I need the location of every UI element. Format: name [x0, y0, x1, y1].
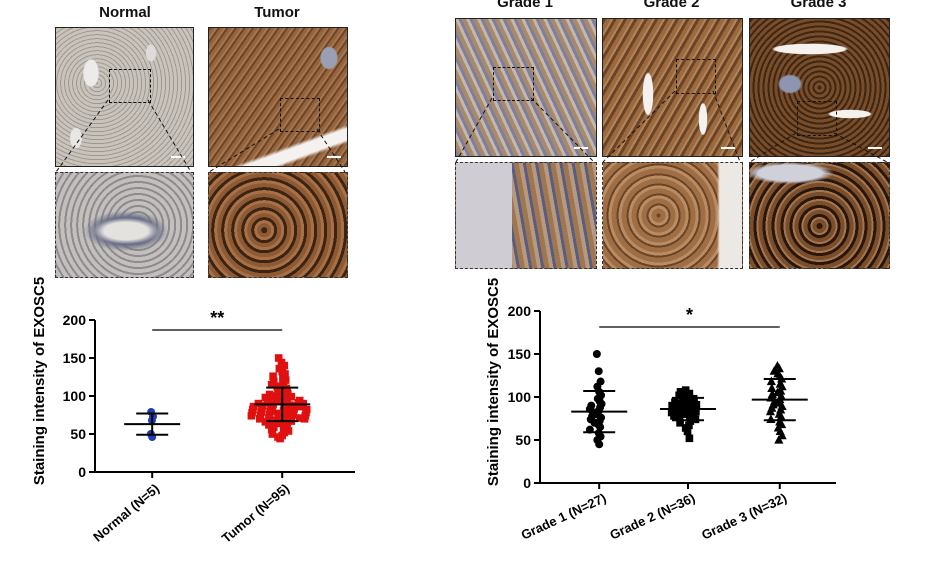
data-point: [256, 415, 264, 423]
data-point: [774, 435, 784, 444]
data-point: [283, 413, 291, 422]
data-point: [274, 354, 283, 362]
y-tick-label: 200: [508, 303, 532, 319]
data-point: [281, 370, 289, 378]
data-point: [594, 367, 603, 376]
scatter-chart-2: 0 50 100 150 200 Staining intensity of EXOSC5…: [485, 278, 836, 543]
grade2-zoom-image: [602, 162, 743, 269]
data-point: [295, 414, 304, 422]
x-tick-label: Grade 2 (N=36): [607, 490, 697, 543]
y-tick-label: 150: [63, 350, 87, 366]
data-point: [280, 361, 289, 370]
data-point: [774, 363, 784, 373]
grade3-zoom-image: [749, 162, 890, 269]
tumor-inset-box: [280, 98, 320, 132]
y-axis-label: Staining intensity of EXOSC5: [485, 278, 502, 486]
grade3-inset-box: [797, 101, 837, 136]
data-point: [300, 415, 309, 423]
data-point: [766, 414, 776, 423]
data-point: [284, 427, 293, 435]
panel-b-header-grade3: Grade 3: [790, 0, 847, 11]
y-tick-label: 0: [78, 464, 86, 480]
data-point: [265, 421, 273, 429]
x-tick-label: Tumor (N=95): [219, 481, 292, 546]
panel-a-header-normal: Normal: [99, 4, 151, 21]
y-tick-label: 150: [508, 346, 532, 362]
data-point: [147, 407, 156, 416]
data-point: [263, 399, 272, 407]
data-point: [276, 434, 284, 443]
scatter-chart-1: 0 50 100 150 200 Staining intensity of EXOSC5…: [31, 277, 355, 546]
y-tick-label: 100: [508, 389, 532, 405]
data-point: [686, 412, 694, 421]
data-point: [675, 413, 684, 422]
y-tick-label: 0: [523, 475, 531, 491]
data-point: [265, 413, 273, 422]
x-tick-label: Grade 1 (N=27): [519, 490, 609, 543]
data-point: [595, 440, 604, 449]
data-point: [277, 397, 285, 406]
y-tick-label: 100: [63, 388, 87, 404]
tumor-zoom-image: [208, 172, 348, 278]
data-point: [278, 418, 286, 427]
data-point: [295, 402, 304, 411]
data-point: [267, 425, 276, 434]
normal-zoom-image: [55, 172, 194, 278]
data-point: [265, 390, 274, 399]
data-point: [288, 411, 297, 419]
grade2-inset-box: [676, 59, 716, 94]
data-point: [676, 419, 684, 427]
y-axis-label: Staining intensity of EXOSC5: [31, 277, 48, 485]
data-point: [767, 383, 777, 392]
data-point: [269, 372, 277, 381]
y-tick-label: 200: [63, 312, 87, 328]
data-point: [267, 380, 276, 389]
data-point: [766, 376, 776, 386]
grade3-tissue-image: [749, 18, 890, 157]
y-tick-label: 50: [70, 426, 86, 442]
data-point: [247, 411, 256, 420]
data-point: [592, 350, 601, 358]
data-point: [765, 406, 776, 416]
panel-a-header-tumor: Tumor: [254, 4, 300, 21]
data-point: [287, 392, 296, 401]
grade1-inset-box: [493, 67, 534, 101]
x-tick-label: Normal (N=5): [90, 481, 162, 545]
panel-b-header-grade2: Grade 2: [643, 0, 700, 11]
data-point: [685, 434, 694, 443]
x-tick-label: Grade 3 (N=32): [699, 490, 789, 543]
data-point: [683, 427, 692, 436]
normal-inset-box: [109, 69, 151, 103]
y-tick-label: 50: [515, 432, 531, 448]
panel-b-header-grade1: Grade 1: [497, 0, 553, 11]
significance-label: **: [210, 308, 224, 328]
data-point: [670, 412, 678, 420]
data-point: [268, 430, 277, 438]
significance-label: *: [686, 305, 693, 325]
data-point: [274, 419, 282, 428]
grade1-zoom-image: [455, 162, 597, 269]
